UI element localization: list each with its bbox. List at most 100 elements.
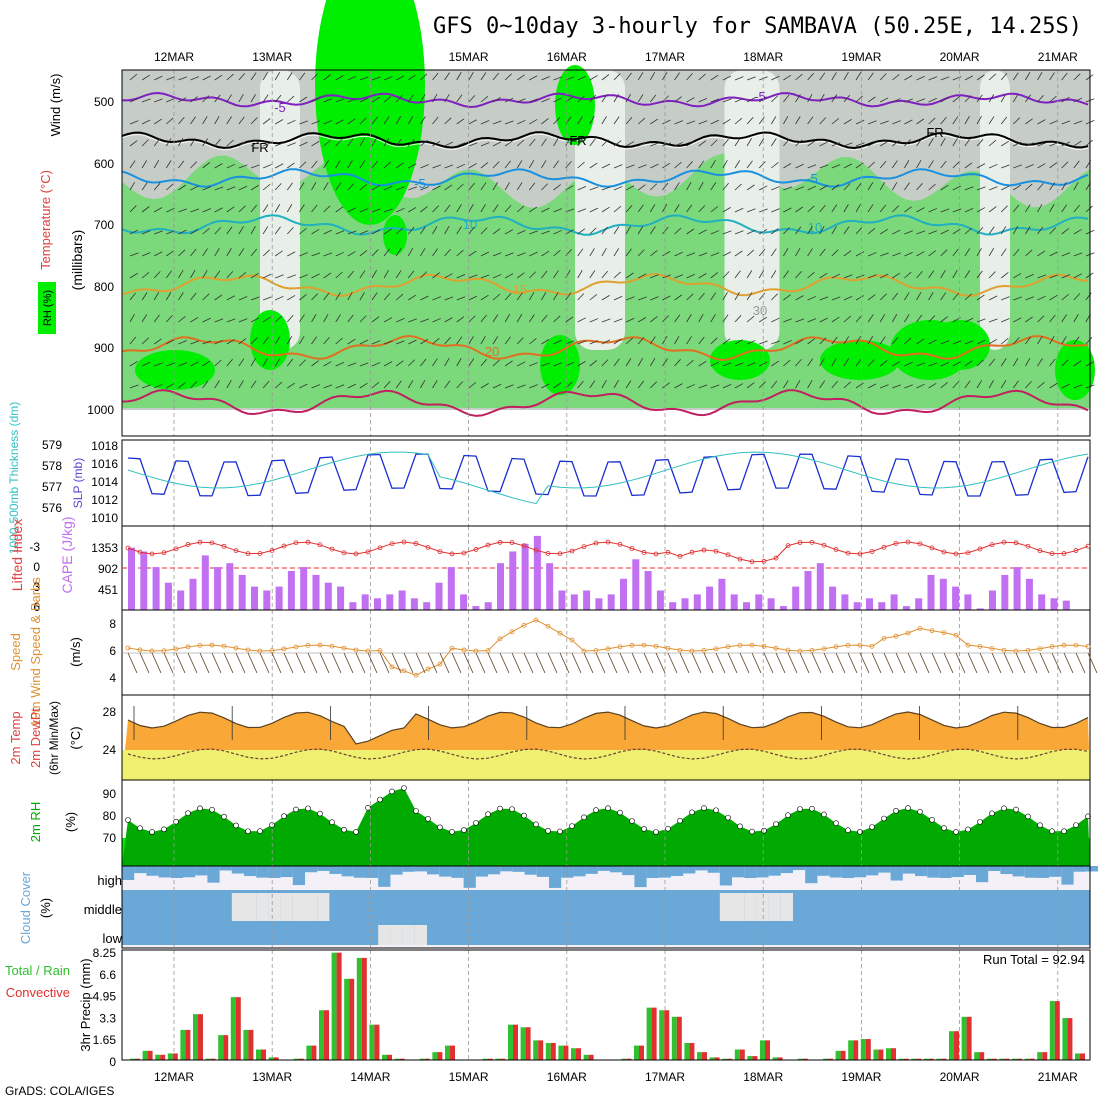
wind-barb	[371, 292, 378, 301]
precip-total-bar	[911, 1058, 917, 1060]
precip-total-bar	[634, 1045, 639, 1060]
rh-point	[953, 829, 959, 835]
wind-barb	[771, 360, 780, 367]
wind-barb	[323, 205, 331, 213]
run-total-label: Run Total = 92.94	[983, 952, 1085, 967]
wind-barb	[528, 138, 536, 147]
wind-barb	[855, 142, 865, 147]
wind-barb	[1049, 274, 1059, 279]
rh-tick: 90	[103, 787, 117, 801]
wind-barb	[165, 138, 172, 147]
wind-barb	[311, 73, 319, 81]
rh-point	[713, 807, 719, 814]
wind-barb	[1025, 164, 1034, 169]
wind-barb	[904, 271, 912, 279]
wind-barb	[746, 270, 753, 279]
wind-barb	[456, 296, 466, 301]
precip-total-bar	[419, 1058, 425, 1060]
wind-barb	[311, 204, 318, 213]
precip-total-bar	[1024, 1058, 1030, 1060]
wind-point	[497, 636, 503, 642]
precip-total-bar	[167, 1053, 173, 1060]
wind-barb	[299, 96, 308, 103]
wind-barb	[771, 293, 779, 301]
surface-wind-barb	[355, 652, 366, 674]
wind-barb	[734, 230, 744, 235]
wind-barb	[940, 76, 950, 81]
wind-barb	[771, 317, 780, 323]
wind-barb	[553, 117, 561, 125]
wind-barb	[613, 318, 623, 323]
wind-barb	[783, 380, 789, 389]
wind-barb	[480, 294, 489, 301]
wind-barb	[274, 94, 282, 103]
wind-barb	[141, 230, 151, 235]
rh-dry-column	[980, 70, 1010, 350]
precip-conv-bar	[954, 1031, 959, 1060]
rh-point	[461, 827, 467, 833]
high-cloud-bar	[524, 866, 537, 875]
wind-barb	[831, 204, 838, 213]
wind-barb	[638, 142, 647, 147]
wind-barb	[964, 340, 974, 345]
rh-point	[749, 828, 755, 835]
wind-barb	[613, 73, 621, 81]
surface-wind-barb	[403, 652, 414, 674]
surface-wind-barb	[739, 652, 750, 674]
precip-total-bar	[545, 1042, 551, 1060]
wind-barb	[396, 340, 405, 345]
wind-barb	[371, 249, 379, 257]
wind-barb	[166, 383, 175, 389]
high-cloud-bar	[231, 866, 244, 874]
wind-barb	[178, 292, 184, 301]
wind-barb	[492, 359, 500, 367]
wind-barb	[468, 95, 476, 103]
wind-barb	[795, 139, 803, 147]
wind-barb	[855, 162, 864, 169]
wind-tick: 6	[109, 644, 116, 658]
wind-barb	[662, 274, 671, 279]
dewpoint-line	[127, 748, 1089, 760]
wind-barb	[662, 182, 669, 191]
wind-barb	[1037, 163, 1046, 169]
wind-barb	[952, 270, 958, 279]
wind-point	[665, 645, 671, 651]
wind-barb	[529, 362, 538, 367]
wind-point	[737, 642, 743, 648]
cape-bar	[816, 563, 824, 610]
precip-conv-bar	[739, 1049, 745, 1060]
cape-bar	[423, 602, 431, 610]
surface-wind-barb	[583, 652, 594, 674]
wind-barb	[456, 94, 463, 103]
wind-barb	[807, 248, 813, 257]
temp-tick: 24	[103, 743, 117, 757]
surface-wind-barb	[835, 652, 846, 674]
wind-barb	[420, 206, 428, 213]
precip-total-bar	[268, 1057, 274, 1060]
precip-total-bar	[936, 1058, 942, 1060]
wind-barb	[274, 204, 281, 213]
surface-wind-barb	[1075, 652, 1086, 674]
wind-barb	[1073, 293, 1081, 301]
wind-barb	[892, 272, 901, 279]
clear-low-bar	[378, 925, 391, 945]
wind-barb	[976, 139, 984, 147]
high-cloud-bar	[500, 866, 513, 872]
wind-barb	[504, 384, 514, 389]
wind-barb	[359, 382, 368, 389]
wind-barb	[722, 251, 732, 257]
wind-barb	[178, 340, 187, 345]
cape-bar	[447, 567, 455, 610]
high-cloud-bar	[719, 866, 732, 886]
wind-barb	[879, 182, 886, 191]
cape-bar	[251, 586, 258, 610]
wind-barb	[323, 229, 332, 235]
wind-barb	[686, 336, 692, 345]
wind-barb	[855, 382, 864, 389]
clear-middle-bar	[780, 893, 793, 921]
minus5-upper-contour	[121, 91, 1089, 109]
high-cloud-bar	[927, 866, 940, 878]
wind-barb	[396, 318, 405, 323]
wind-point	[929, 628, 935, 634]
